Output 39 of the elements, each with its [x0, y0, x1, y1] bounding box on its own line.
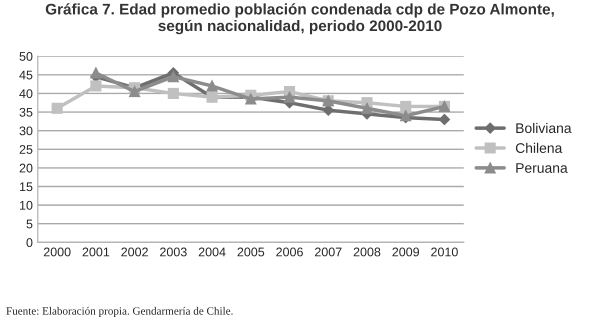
- point: [322, 104, 334, 116]
- point: [361, 102, 373, 114]
- x-tick-label: 2000: [44, 248, 71, 256]
- point: [438, 114, 450, 126]
- point: [90, 67, 102, 78]
- y-tick-label: 50: [20, 52, 32, 61]
- y-tick-label: 30: [20, 126, 32, 136]
- legend-label: Chilena: [516, 142, 562, 153]
- x-tick-label: 2004: [198, 248, 226, 256]
- x-tick-label: 2009: [392, 248, 420, 256]
- point: [52, 102, 63, 114]
- source-note: Fuente: Elaboración propia. Gendarmería de Chile.: [6, 306, 233, 317]
- y-tick-label: 25: [20, 145, 32, 154]
- point: [168, 71, 179, 82]
- x-tick-label: 2002: [121, 248, 148, 256]
- y-tick-label: 35: [20, 108, 32, 117]
- x-tick-label: 2010: [431, 248, 458, 256]
- x-tick-label: 2005: [238, 248, 264, 256]
- point: [400, 100, 412, 112]
- x-tick-label: 2001: [82, 248, 110, 256]
- point: [129, 86, 140, 98]
- point: [90, 80, 102, 92]
- legend-label: Boliviana: [516, 122, 572, 134]
- y-tick-label: 5: [26, 220, 32, 228]
- y-tick-label: 0: [26, 238, 32, 248]
- x-tick-label: 2006: [276, 248, 303, 256]
- x-tick-label: 2007: [314, 248, 342, 256]
- y-tick-label: 10: [20, 200, 32, 210]
- y-tick-label: 45: [19, 70, 32, 80]
- point: [284, 92, 296, 103]
- y-tick-label: 40: [19, 89, 32, 98]
- chart-title: Gráfica 7. Edad promedio población condenada cdp de Pozo Almonte, según nacionalidad, periodo 2000-2010: [46, 3, 554, 34]
- legend-label: Peruana: [516, 163, 568, 173]
- x-tick-label: 2008: [354, 248, 380, 256]
- point: [206, 80, 218, 92]
- y-tick-label: 15: [20, 182, 32, 192]
- point: [168, 88, 179, 99]
- y-tick-label: 20: [20, 164, 32, 173]
- x-tick-label: 2003: [160, 248, 187, 256]
